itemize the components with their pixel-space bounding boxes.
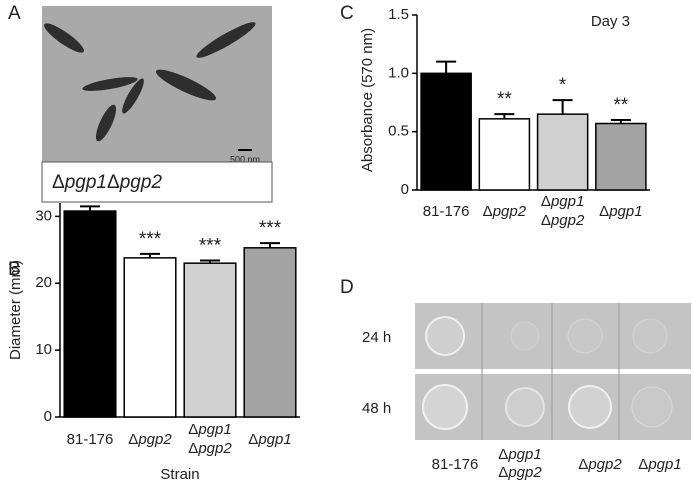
x-tick-label: 81-176	[423, 203, 470, 220]
bar	[478, 118, 531, 191]
y-tick-label: 20	[35, 274, 52, 291]
row-label: 48 h	[362, 400, 391, 417]
value-label: ***	[139, 229, 162, 250]
x-tick-label: Δpgp1 Δpgp2	[188, 421, 232, 457]
panel-label: A	[8, 3, 21, 24]
column-label: Δpgp1 Δpgp2	[498, 446, 542, 481]
y-tick-label: 0.5	[388, 123, 409, 140]
y-tick-label: 1.0	[388, 64, 409, 81]
bar	[595, 122, 647, 191]
scale-bar-label: 500 nm	[230, 154, 260, 164]
panel-label: D	[340, 277, 354, 298]
x-tick-label: Δpgp2	[483, 203, 527, 220]
x-tick-label: 81-176	[67, 431, 114, 448]
bar	[536, 113, 589, 191]
annotation: Day 3	[591, 13, 630, 30]
y-tick-label: 10	[35, 341, 52, 358]
y-axis-label: Diameter (mm)	[7, 260, 24, 360]
y-tick-label: 0	[401, 181, 409, 198]
x-tick-label: Δpgp1 Δpgp2	[541, 193, 585, 229]
plate-dividers	[481, 303, 620, 440]
x-tick-label: Δpgp1	[248, 431, 291, 448]
bar	[243, 247, 297, 418]
column-label: Δpgp1	[638, 456, 681, 473]
y-axis-label: Absorbance (570 nm)	[359, 28, 376, 172]
colonies	[422, 316, 673, 430]
row-label: 24 h	[362, 329, 391, 346]
value-label: ***	[199, 236, 222, 257]
y-tick-label: 30	[35, 207, 52, 224]
bar	[420, 72, 472, 191]
x-axis-label: Strain	[160, 466, 199, 483]
bar	[123, 257, 177, 418]
panel-label: C	[340, 3, 354, 24]
value-label: *	[559, 75, 567, 96]
value-label: **	[497, 89, 512, 110]
bar	[63, 210, 117, 418]
value-label: **	[613, 95, 628, 116]
y-tick-label: 1.5	[388, 6, 409, 23]
value-label: ***	[259, 218, 282, 239]
strain-box	[41, 161, 273, 203]
strain-label: Δpgp1Δpgp2	[52, 172, 162, 193]
x-tick-label: Δpgp2	[128, 431, 172, 448]
x-tick-label: Δpgp1	[599, 203, 642, 220]
y-tick-label: 0	[44, 408, 52, 425]
column-label: Δpgp2	[578, 456, 622, 473]
panel-label: B	[8, 259, 21, 280]
column-label: 81-176	[432, 456, 479, 473]
bacteria	[44, 22, 256, 142]
bar	[183, 262, 237, 418]
